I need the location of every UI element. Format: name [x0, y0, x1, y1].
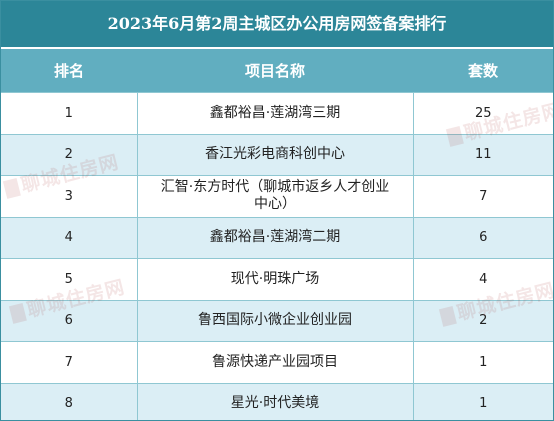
rank-cell: 3 [1, 175, 138, 217]
rank-cell: 4 [1, 216, 138, 259]
table-header-row: 排名 项目名称 套数 [1, 49, 553, 93]
project-name-cell: 鑫都裕昌·莲湖湾三期 [137, 92, 414, 134]
count-cell: 4 [413, 258, 553, 300]
project-name-cell: 现代·明珠广场 [137, 258, 414, 300]
header-count: 套数 [413, 49, 553, 93]
rank-cell: 2 [1, 133, 138, 176]
table-row: 3 汇智·东方时代（聊城市返乡人才创业 中心） 7 [1, 175, 553, 217]
project-name-cell: 香江光彩电商科创中心 [137, 133, 414, 176]
project-name-cell: 星光·时代美境 [137, 382, 414, 420]
table-row: 4 鑫都裕昌·莲湖湾二期 6 [1, 216, 553, 259]
project-name-line-2: 中心） [254, 196, 296, 213]
table-row: 6 鲁西国际小微企业创业园 2 [1, 299, 553, 342]
rank-cell: 5 [1, 258, 138, 300]
project-name-cell: 鲁源快递产业园项目 [137, 341, 414, 383]
count-cell: 7 [413, 175, 553, 217]
table-title: 2023年6月第2周主城区办公用房网签备案排行 [1, 1, 553, 47]
project-name-cell: 鑫都裕昌·莲湖湾二期 [137, 216, 414, 259]
rank-cell: 1 [1, 92, 138, 134]
table-row: 5 现代·明珠广场 4 [1, 258, 553, 300]
count-cell: 2 [413, 299, 553, 342]
project-name-cell: 鲁西国际小微企业创业园 [137, 299, 414, 342]
table-row: 2 香江光彩电商科创中心 11 [1, 133, 553, 176]
rank-cell: 7 [1, 341, 138, 383]
header-rank: 排名 [1, 49, 137, 93]
header-project: 项目名称 [137, 49, 413, 93]
table-row: 8 星光·时代美境 1 [1, 382, 553, 420]
table-row: 1 鑫都裕昌·莲湖湾三期 25 [1, 92, 553, 134]
count-cell: 25 [413, 92, 553, 134]
count-cell: 1 [413, 382, 553, 420]
count-cell: 6 [413, 216, 553, 259]
title-gap [1, 47, 553, 49]
count-cell: 1 [413, 341, 553, 383]
project-name-line-1: 汇智·东方时代（聊城市返乡人才创业 [160, 179, 390, 196]
rank-cell: 6 [1, 299, 138, 342]
ranking-table: 排名 项目名称 套数 1 鑫都裕昌·莲湖湾三期 25 2 香江光彩电商科创中心 … [1, 49, 553, 420]
rank-cell: 8 [1, 382, 138, 420]
table-row: 7 鲁源快递产业园项目 1 [1, 341, 553, 383]
project-name-cell: 汇智·东方时代（聊城市返乡人才创业 中心） [137, 175, 414, 217]
count-cell: 11 [413, 133, 553, 176]
